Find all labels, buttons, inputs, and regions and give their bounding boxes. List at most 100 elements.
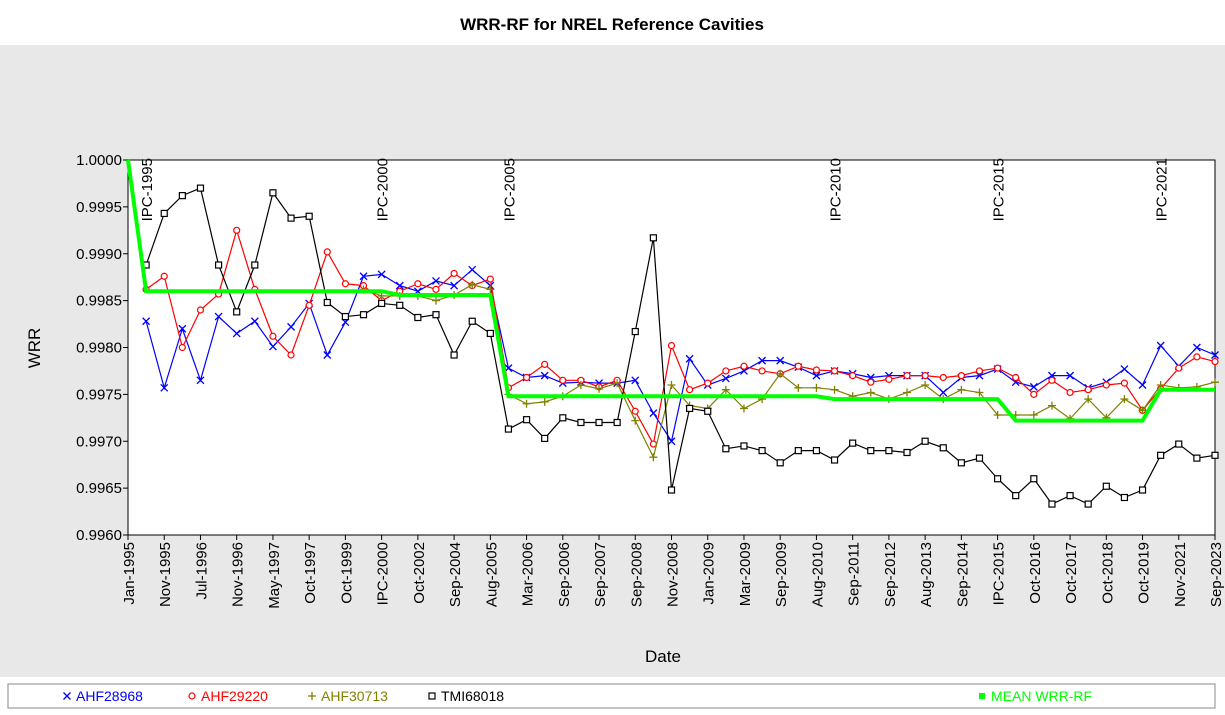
x-tick-label: Oct-2016 bbox=[1027, 542, 1044, 604]
legend-label: AHF29220 bbox=[201, 688, 268, 704]
point bbox=[431, 296, 440, 305]
point bbox=[776, 356, 785, 365]
point bbox=[649, 234, 657, 242]
point bbox=[993, 364, 1002, 372]
point bbox=[776, 369, 785, 378]
point bbox=[1175, 364, 1183, 372]
point bbox=[450, 351, 458, 359]
point bbox=[178, 343, 186, 352]
point bbox=[1066, 388, 1074, 397]
point bbox=[776, 459, 784, 467]
point bbox=[522, 399, 531, 408]
point bbox=[414, 280, 422, 288]
x-tick-label: Sep-2006 bbox=[556, 542, 573, 607]
point bbox=[178, 192, 186, 200]
point bbox=[794, 383, 803, 392]
point bbox=[975, 454, 984, 462]
point bbox=[975, 388, 984, 397]
point bbox=[722, 367, 730, 375]
point bbox=[486, 329, 494, 338]
y-tick-label: 0.9985 bbox=[76, 293, 122, 310]
point bbox=[1012, 373, 1020, 382]
x-tick-label: Jan-1995 bbox=[121, 542, 138, 605]
point bbox=[812, 383, 821, 392]
annotation: IPC-2021 bbox=[1154, 158, 1171, 221]
y-tick-label: 0.9975 bbox=[76, 386, 122, 403]
point bbox=[1030, 475, 1038, 483]
x-tick-label: Nov-2008 bbox=[665, 542, 682, 607]
point bbox=[541, 360, 549, 368]
point bbox=[866, 388, 875, 397]
x-tick-label: Aug-2013 bbox=[918, 542, 935, 607]
x-tick-label: Sep-2014 bbox=[954, 542, 971, 607]
point bbox=[921, 437, 929, 445]
point bbox=[721, 385, 730, 394]
x-axis-label: Date bbox=[645, 647, 681, 666]
annotation: IPC-2015 bbox=[991, 158, 1008, 221]
point bbox=[432, 311, 440, 319]
point bbox=[504, 425, 513, 433]
point bbox=[631, 416, 640, 425]
series-line bbox=[126, 159, 1215, 423]
point bbox=[667, 486, 676, 494]
point bbox=[396, 301, 404, 309]
point bbox=[721, 374, 730, 383]
point bbox=[957, 385, 966, 394]
point bbox=[993, 411, 1002, 419]
legend bbox=[7, 683, 1216, 709]
point bbox=[957, 372, 965, 380]
point bbox=[540, 397, 549, 406]
x-tick-label: IPC-2000 bbox=[375, 542, 392, 605]
x-tick-label: Nov-1996 bbox=[230, 542, 247, 607]
point bbox=[903, 448, 911, 457]
point bbox=[468, 280, 477, 289]
point bbox=[631, 376, 640, 385]
point bbox=[233, 308, 241, 316]
legend-label: AHF28968 bbox=[76, 688, 143, 704]
x-tick-label: Sep-2011 bbox=[846, 542, 863, 606]
y-tick-label: 1.0000 bbox=[76, 152, 122, 169]
point bbox=[559, 376, 567, 384]
point bbox=[1084, 500, 1092, 508]
point bbox=[812, 371, 821, 380]
point bbox=[739, 404, 748, 413]
point bbox=[414, 313, 422, 322]
point bbox=[830, 456, 839, 464]
x-tick-label: IPC-2015 bbox=[991, 542, 1008, 605]
point bbox=[432, 276, 440, 285]
y-tick-label: 0.9965 bbox=[76, 480, 122, 497]
x-tick-label: Oct-2017 bbox=[1063, 542, 1080, 604]
x-tick-label: Jan-2009 bbox=[701, 542, 718, 605]
point bbox=[685, 354, 694, 363]
point bbox=[613, 379, 622, 388]
point bbox=[160, 209, 168, 218]
point bbox=[468, 317, 476, 325]
point bbox=[63, 692, 71, 700]
point bbox=[686, 404, 694, 413]
annotation: IPC-2010 bbox=[828, 158, 845, 221]
point bbox=[468, 265, 477, 274]
point bbox=[830, 385, 839, 394]
x-tick-label: May-1997 bbox=[266, 542, 283, 609]
y-tick-label: 0.9970 bbox=[76, 433, 122, 450]
point bbox=[758, 447, 766, 455]
point bbox=[1157, 451, 1165, 459]
point bbox=[939, 373, 947, 382]
x-tick-label: Sep-2008 bbox=[628, 542, 645, 607]
x-tick-label: Oct-1997 bbox=[302, 542, 319, 604]
point bbox=[428, 692, 436, 700]
point bbox=[849, 372, 857, 380]
point bbox=[1066, 492, 1074, 500]
point bbox=[232, 329, 241, 338]
y-axis-label: WRR bbox=[25, 328, 44, 369]
annotation: IPC-2005 bbox=[501, 158, 518, 221]
point bbox=[758, 367, 766, 375]
x-tick-label: Sep-2004 bbox=[447, 542, 464, 607]
point bbox=[903, 372, 911, 380]
point bbox=[341, 280, 349, 288]
point bbox=[1120, 395, 1129, 404]
point bbox=[1211, 378, 1219, 387]
x-tick-label: Nov-1995 bbox=[157, 542, 174, 607]
point bbox=[323, 298, 331, 307]
